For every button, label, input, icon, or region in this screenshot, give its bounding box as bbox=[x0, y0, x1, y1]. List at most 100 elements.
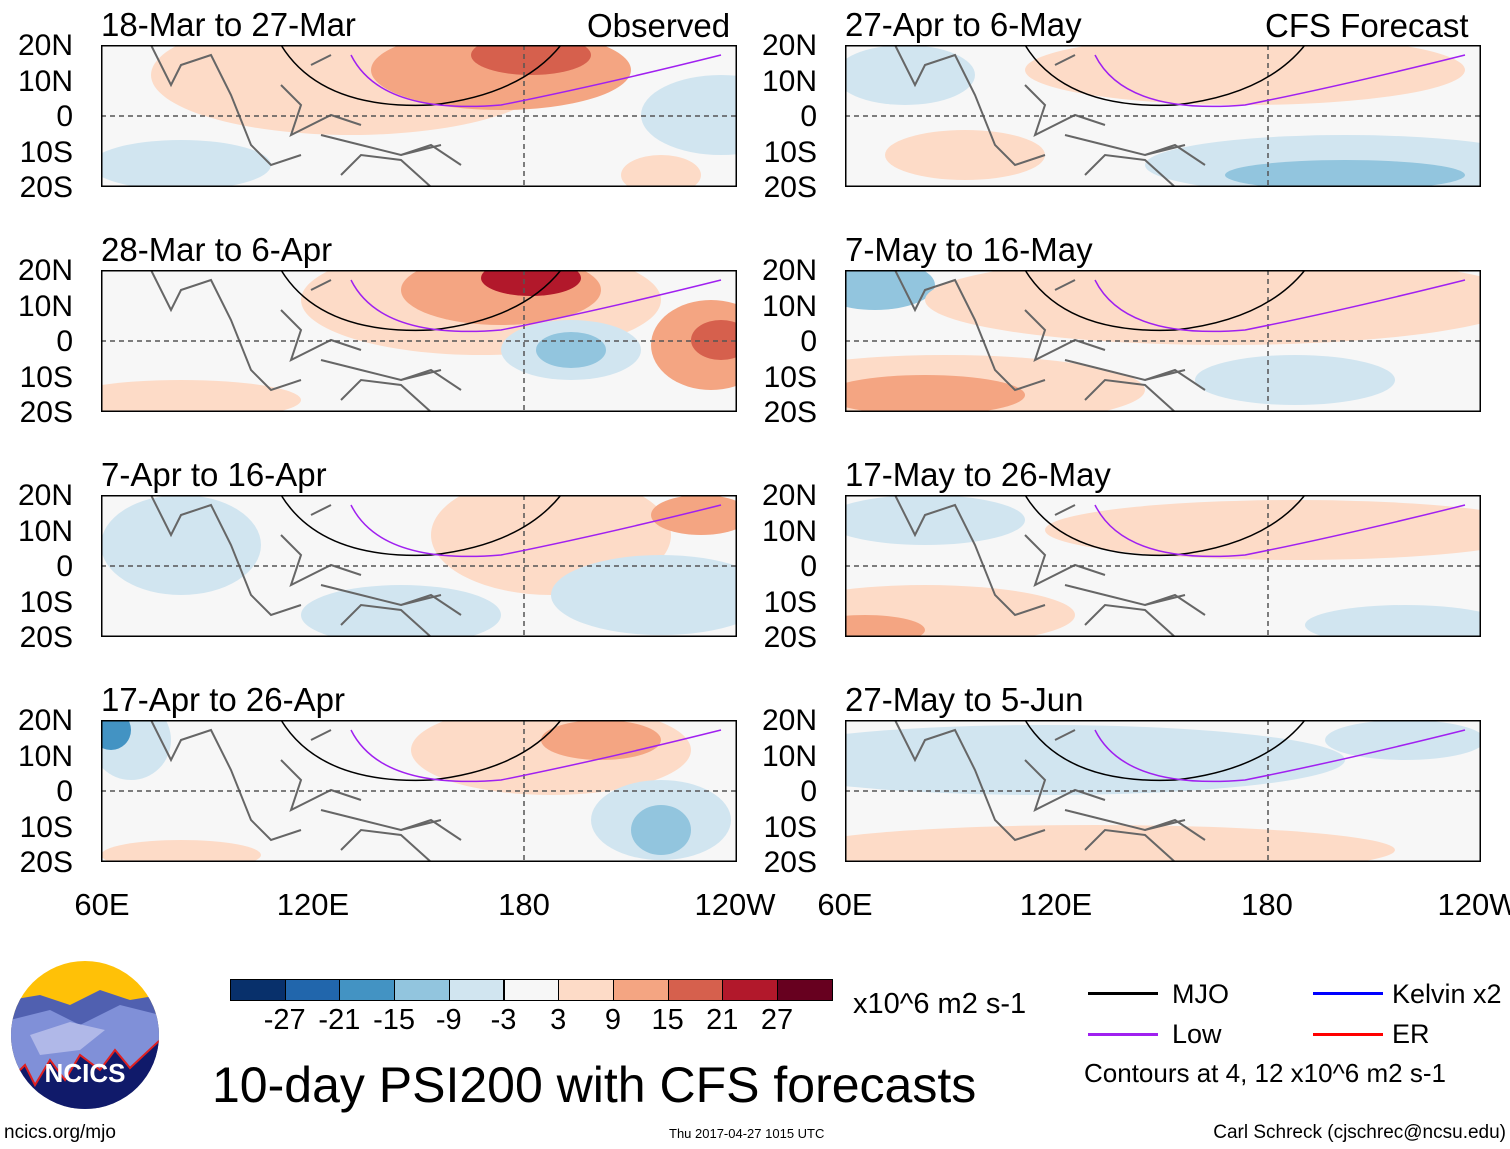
low-contour bbox=[350, 729, 722, 783]
lat-tick: 20S bbox=[19, 621, 73, 654]
lat-tick: 20S bbox=[763, 846, 817, 879]
lat-tick: 10N bbox=[761, 289, 817, 323]
map-panel bbox=[845, 270, 1481, 412]
colorbar-label: -9 bbox=[435, 1004, 462, 1036]
lat-tick: 0 bbox=[56, 550, 73, 583]
lat-tick: 20S bbox=[19, 171, 73, 204]
colorbar-label: -21 bbox=[318, 1004, 361, 1036]
low-contour bbox=[1094, 279, 1466, 333]
map-panel bbox=[101, 45, 737, 187]
lat-tick: 20S bbox=[19, 846, 73, 879]
lat-tick: 10S bbox=[763, 810, 817, 844]
colorbar-swatch bbox=[558, 979, 614, 1001]
colorbar-swatch bbox=[503, 979, 560, 1001]
colorbar-label: 21 bbox=[706, 1004, 739, 1036]
anomaly-shading bbox=[845, 615, 925, 637]
lat-tick: 0 bbox=[56, 100, 73, 133]
map-panel bbox=[845, 45, 1481, 187]
anomaly-shading bbox=[641, 75, 737, 155]
lat-tick: 20N bbox=[17, 479, 73, 512]
lat-tick: 20N bbox=[761, 29, 817, 62]
lat-tick: 20N bbox=[17, 704, 73, 737]
colorbar-label: -15 bbox=[373, 1004, 416, 1036]
anomaly-shading bbox=[631, 805, 691, 855]
colorbar-label: 3 bbox=[550, 1004, 567, 1036]
lat-tick: 0 bbox=[800, 775, 817, 808]
mjo-contour bbox=[1024, 270, 1306, 332]
lat-tick: 20N bbox=[17, 254, 73, 287]
colorbar-units: x10^6 m2 s-1 bbox=[853, 988, 1027, 1020]
lat-tick: 0 bbox=[800, 550, 817, 583]
lon-tick: 180 bbox=[498, 887, 550, 922]
colorbar-label: 9 bbox=[604, 1004, 621, 1036]
panel-title: 7-Apr to 16-Apr bbox=[101, 456, 327, 493]
lat-tick: 0 bbox=[56, 775, 73, 808]
colorbar-swatch bbox=[722, 979, 778, 1001]
map-panel bbox=[845, 495, 1481, 637]
anomaly-shading bbox=[1225, 160, 1465, 187]
anomaly-shading bbox=[1325, 720, 1481, 760]
logo-text: NCICS bbox=[45, 1058, 126, 1088]
colorbar-label: -27 bbox=[263, 1004, 306, 1036]
anomaly-shading bbox=[101, 840, 261, 862]
anomaly-shading bbox=[845, 825, 1395, 862]
lat-tick: 20S bbox=[19, 396, 73, 429]
anomaly-shading bbox=[845, 375, 1025, 412]
anomaly-shading bbox=[101, 495, 261, 595]
panel-title: 7-May to 16-May bbox=[845, 231, 1093, 268]
anomaly-shading bbox=[1195, 355, 1395, 405]
lat-tick: 10N bbox=[761, 739, 817, 773]
panel-title: 17-Apr to 26-Apr bbox=[101, 681, 345, 718]
colorbar-swatch bbox=[284, 979, 341, 1001]
map-panel bbox=[101, 720, 737, 862]
lat-tick: 10S bbox=[763, 585, 817, 619]
lat-tick: 10S bbox=[19, 585, 73, 619]
map-panel bbox=[845, 720, 1481, 862]
lat-tick: 10S bbox=[19, 135, 73, 169]
legend-line-kelvin bbox=[1313, 992, 1383, 995]
footer-timestamp: Thu 2017-04-27 1015 UTC bbox=[669, 1126, 825, 1141]
footer-url[interactable]: ncics.org/mjo bbox=[4, 1122, 116, 1143]
panel-title: 27-Apr to 6-May bbox=[845, 6, 1082, 43]
colorbar-label: -3 bbox=[490, 1004, 517, 1036]
colorbar-swatch bbox=[667, 979, 724, 1001]
mjo-contour bbox=[1024, 720, 1306, 782]
anomaly-shading bbox=[691, 320, 737, 360]
anomaly-shading bbox=[1025, 45, 1465, 105]
footer-author: Carl Schreck (cjschrec@ncsu.edu) bbox=[1213, 1122, 1506, 1143]
colorbar-label: 15 bbox=[651, 1004, 684, 1036]
colorbar-swatch bbox=[394, 979, 450, 1001]
coastline bbox=[894, 720, 1206, 862]
lat-tick: 20S bbox=[763, 396, 817, 429]
mjo-contour bbox=[1024, 495, 1306, 557]
colorbar-swatch bbox=[612, 979, 669, 1001]
lat-tick: 10N bbox=[17, 64, 73, 98]
anomaly-shading bbox=[845, 270, 935, 310]
low-contour bbox=[1094, 54, 1466, 108]
legend-label-mjo: MJO bbox=[1172, 979, 1229, 1009]
lat-tick: 10N bbox=[17, 739, 73, 773]
coastline bbox=[894, 270, 1206, 412]
low-contour bbox=[350, 504, 722, 558]
lat-tick: 20N bbox=[761, 704, 817, 737]
lat-tick: 20S bbox=[763, 171, 817, 204]
panel-title: 27-May to 5-Jun bbox=[845, 681, 1084, 718]
observed-label: Observed bbox=[587, 7, 731, 44]
lon-tick: 120E bbox=[276, 887, 350, 922]
coastline bbox=[150, 270, 462, 412]
lat-tick: 10N bbox=[761, 514, 817, 548]
coastline bbox=[894, 45, 1206, 187]
anomaly-shading bbox=[536, 332, 606, 368]
lat-tick: 10S bbox=[763, 135, 817, 169]
legend-line-low bbox=[1088, 1033, 1158, 1036]
lat-tick: 0 bbox=[800, 325, 817, 358]
lat-tick: 10N bbox=[761, 64, 817, 98]
coastline bbox=[894, 495, 1206, 637]
mjo-contour bbox=[280, 495, 562, 557]
anomaly-shading bbox=[101, 140, 271, 187]
lat-tick: 10S bbox=[19, 810, 73, 844]
lon-tick: 180 bbox=[1241, 887, 1293, 922]
anomaly-shading bbox=[101, 380, 301, 412]
lat-tick: 10N bbox=[17, 514, 73, 548]
